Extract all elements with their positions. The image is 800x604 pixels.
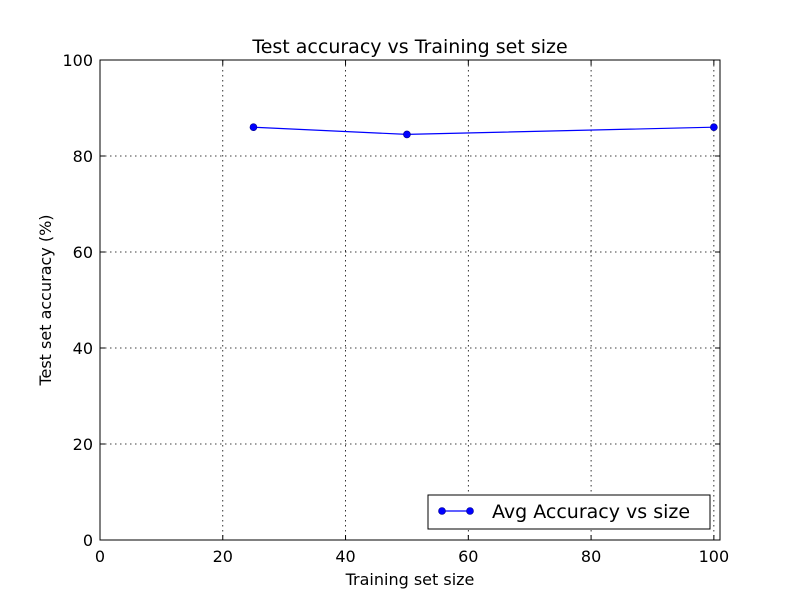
chart-title: Test accuracy vs Training set size [251, 36, 567, 58]
x-tick-label: 20 [213, 547, 233, 566]
y-tick-label: 20 [73, 435, 93, 454]
legend-marker [466, 507, 474, 515]
legend-marker [438, 507, 446, 515]
y-tick-label: 40 [73, 339, 93, 358]
x-tick-label: 100 [699, 547, 730, 566]
axis-ticks: 0 20 40 60 80 100 0 20 40 60 80 100 [62, 51, 729, 566]
legend-label: Avg Accuracy vs size [492, 501, 690, 523]
y-tick-label: 60 [73, 243, 93, 262]
x-tick-label: 60 [458, 547, 478, 566]
x-tick-label: 40 [335, 547, 355, 566]
x-tick-label: 80 [581, 547, 601, 566]
data-point [710, 123, 718, 131]
legend: Avg Accuracy vs size [427, 494, 711, 530]
x-axis-label: Training set size [345, 570, 475, 589]
y-tick-label: 80 [73, 147, 93, 166]
x-tick-label: 0 [95, 547, 105, 566]
y-tick-label: 100 [62, 51, 93, 70]
data-point [403, 130, 411, 139]
grid-lines [100, 60, 720, 540]
series-layer [249, 123, 718, 139]
data-point [249, 123, 258, 131]
plot-area-frame [99, 59, 721, 541]
legend-box [427, 494, 711, 530]
y-axis-label: Test set accuracy (%) [36, 214, 55, 386]
y-tick-label: 0 [83, 531, 93, 550]
